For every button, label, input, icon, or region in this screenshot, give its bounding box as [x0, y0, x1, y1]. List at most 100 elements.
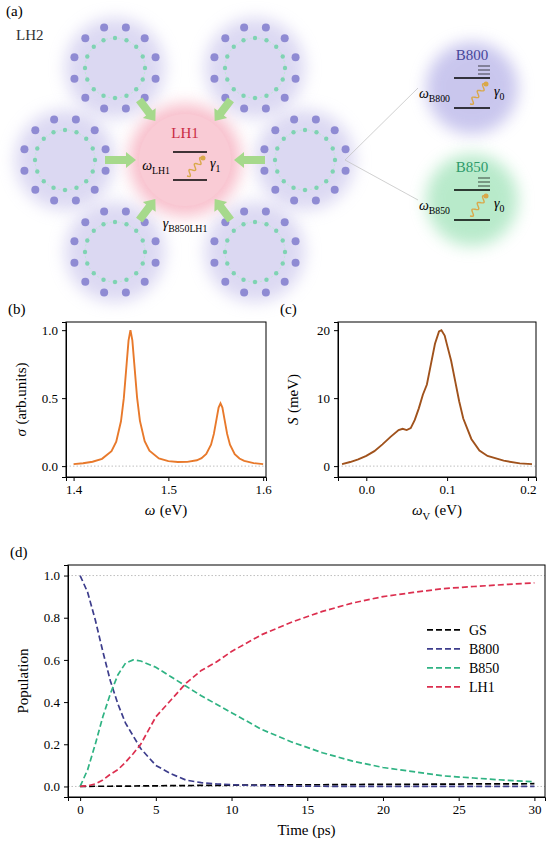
b800-dot — [91, 126, 99, 134]
b850-dot — [281, 238, 285, 242]
chart-panel: 0.00.10.201020ωV(eV)S(meV)(c) — [280, 301, 537, 522]
vibrational-level — [478, 178, 490, 179]
b850-dot — [253, 220, 257, 224]
b850-dot — [101, 222, 105, 226]
data-line — [74, 330, 264, 464]
b850-dot — [274, 229, 278, 233]
x-tick-mark — [528, 477, 529, 481]
b850-dot — [124, 278, 128, 282]
subscript: B800 — [429, 93, 450, 104]
transfer-arrow-shape — [208, 194, 237, 225]
x-tick-label: 5 — [153, 802, 160, 817]
y-tick-label: 1.0 — [44, 568, 60, 583]
x-tick: 25 — [453, 797, 466, 817]
transfer-arrow-shape — [133, 194, 162, 225]
complex-label: LH2 — [16, 27, 44, 43]
b800-dot — [342, 167, 350, 175]
x-tick: 1.4 — [66, 477, 83, 497]
b850-dot — [63, 188, 67, 192]
b850-dot — [113, 96, 117, 100]
lh2-glow — [205, 202, 305, 302]
x-tick-label: 20 — [377, 802, 390, 817]
b850-dot — [232, 87, 236, 91]
b850-ring — [85, 222, 145, 282]
transfer-arrow — [133, 95, 162, 126]
b850-dot — [35, 169, 39, 173]
y-tick-mark — [64, 786, 68, 787]
b850-dot — [51, 130, 55, 134]
b850-dot — [143, 250, 147, 254]
b850-dot — [85, 261, 89, 265]
energy-level — [173, 179, 207, 180]
b850-dot — [84, 137, 88, 141]
y-tick-mark — [62, 398, 66, 399]
b800-dot — [152, 259, 160, 267]
energy-level — [454, 107, 490, 108]
b850-dot — [113, 36, 117, 40]
vibrational-level — [478, 186, 490, 187]
x-tick-mark — [447, 477, 448, 481]
inset: B800ωB800γ0 — [419, 42, 518, 134]
b800-dot — [70, 237, 78, 245]
b800-dot — [122, 289, 130, 297]
x-axis-line — [67, 478, 267, 482]
b850-dot — [143, 66, 147, 70]
b800-dot — [102, 167, 110, 175]
y-tick-label: 1.0 — [42, 323, 58, 338]
y-tick-mark — [62, 330, 66, 331]
y-tick-label: 0.6 — [44, 653, 61, 668]
b850-ring — [35, 130, 95, 190]
b850-ring — [225, 222, 285, 282]
b850-dot — [281, 77, 285, 81]
b850-dot — [74, 186, 78, 190]
b800-dot — [70, 53, 78, 61]
b850-dot — [232, 271, 236, 275]
b800-dot — [281, 34, 289, 42]
b850-dot — [51, 186, 55, 190]
b850-dot — [92, 229, 96, 233]
symbol: ω — [419, 86, 429, 101]
lh2-glow — [15, 110, 115, 210]
y-axis-title: Population — [15, 648, 31, 714]
b800-dot — [260, 167, 268, 175]
b850-dot — [225, 261, 229, 265]
b800-dot — [31, 186, 39, 194]
x-tick-mark — [80, 797, 81, 801]
y-tick-mark — [64, 744, 68, 745]
lh1-decay: γ1 — [210, 156, 221, 174]
b800-dot — [240, 23, 248, 31]
b850-dot — [42, 179, 46, 183]
unit: (arb.units) — [13, 363, 30, 425]
y-tick-label: 10 — [317, 391, 330, 406]
reference-line — [338, 466, 536, 467]
b850-dot — [225, 54, 229, 58]
legend-label: LH1 — [469, 680, 495, 695]
panel-label: (b) — [8, 301, 26, 318]
legend-swatch — [427, 686, 461, 688]
b800-dot — [331, 126, 339, 134]
x-tick-label: 0.0 — [359, 482, 375, 497]
y-tick: 0.4 — [44, 695, 68, 710]
b850-dot — [74, 130, 78, 134]
x-tick-label: 0.1 — [439, 482, 455, 497]
b800-dot — [281, 94, 289, 102]
y-axis-title: S(meV) — [285, 374, 302, 425]
b850-dot — [223, 66, 227, 70]
x-axis: 051015202530 — [69, 797, 546, 817]
b850-dot — [124, 94, 128, 98]
y-tick-label: 20 — [317, 323, 330, 338]
y-tick: 10 — [317, 391, 338, 406]
b800-dot — [210, 237, 218, 245]
lh2-glow — [65, 18, 165, 118]
b800-dot — [102, 145, 110, 153]
b800-dot — [152, 237, 160, 245]
b800-dot — [292, 237, 300, 245]
b800-dot — [292, 75, 300, 83]
b850-dot — [291, 186, 295, 190]
b800-dot — [262, 105, 270, 113]
b850-dot — [241, 222, 245, 226]
y-axis: 01020 — [317, 323, 339, 478]
chart-panel: 0510152025300.00.20.40.60.81.0Time (ps)P… — [10, 544, 546, 839]
b800-dot — [221, 278, 229, 286]
x-tick: 20 — [377, 797, 390, 817]
